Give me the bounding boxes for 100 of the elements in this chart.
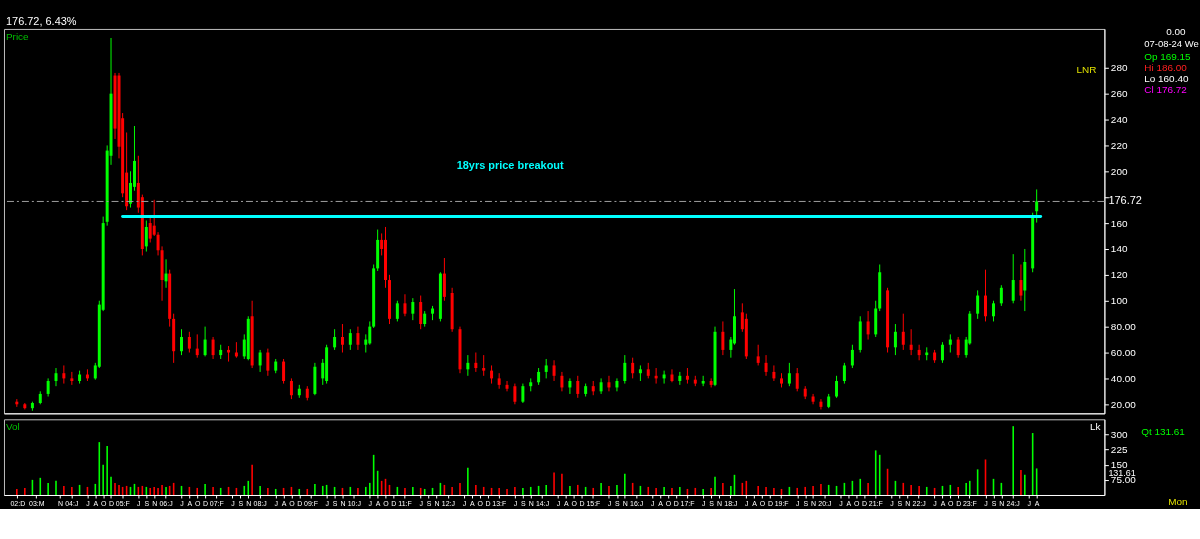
candlestick — [842, 362, 846, 385]
candlestick — [340, 323, 344, 354]
candlestick — [909, 328, 913, 356]
candlestick — [356, 326, 360, 351]
candlestick — [901, 313, 905, 351]
text: 07-08-24 We — [1144, 37, 1199, 49]
candlestick — [395, 300, 399, 322]
candlestick — [850, 344, 854, 369]
y-tick-label: 120 — [1110, 269, 1128, 281]
candlestick — [999, 284, 1003, 307]
candlestick — [560, 371, 564, 392]
candlestick — [348, 328, 352, 351]
candlestick — [956, 336, 960, 359]
candlestick — [893, 323, 897, 356]
candlestick — [544, 358, 548, 379]
y-tick-label: 160 — [1110, 217, 1128, 229]
candlestick — [258, 349, 262, 373]
candlestick — [599, 377, 603, 395]
candlestick — [442, 257, 446, 302]
candlestick — [835, 375, 839, 399]
candlestick — [490, 364, 494, 385]
candlestick — [615, 377, 619, 392]
candlestick — [482, 354, 486, 377]
text: Hi 186.00 — [1144, 61, 1188, 73]
candlestick — [948, 333, 952, 354]
text: Qt 131.61 — [1141, 426, 1186, 438]
text: 176.72, 6.43% — [5, 14, 77, 27]
candlestick — [289, 377, 293, 400]
candlestick — [164, 258, 168, 289]
y-tick-label: 225 — [1110, 444, 1128, 456]
candlestick — [148, 216, 152, 243]
text: Op 169.15 — [1144, 50, 1192, 62]
annotation: Price — [5, 30, 30, 42]
candlestick — [1011, 253, 1015, 304]
candlestick — [670, 368, 674, 383]
y-tick-label: 80.00 — [1110, 321, 1137, 333]
annotation: 18yrs price breakout — [456, 159, 565, 172]
candlestick — [211, 336, 215, 360]
candlestick — [1035, 188, 1039, 224]
text: 0.00 — [1166, 25, 1186, 37]
ref-line-label: 176.72 — [1108, 194, 1142, 207]
candlestick — [819, 398, 823, 410]
candlestick — [466, 354, 470, 377]
candlestick — [976, 289, 980, 320]
text: Mon — [1168, 495, 1188, 507]
candlestick — [266, 348, 270, 377]
candlestick — [992, 300, 995, 322]
text: Cl 176.72 — [1144, 83, 1188, 95]
candlestick — [631, 357, 635, 379]
y-tick-label: 220 — [1110, 139, 1128, 151]
annotation: Vol — [5, 421, 20, 433]
candlestick — [195, 333, 199, 359]
candlestick — [513, 383, 517, 405]
candlestick — [984, 269, 987, 322]
y-tick-label: 240 — [1110, 114, 1128, 126]
candlestick — [940, 341, 944, 364]
candlestick — [811, 393, 815, 405]
candlestick — [411, 297, 415, 321]
y-tick-label: 140 — [1110, 243, 1128, 255]
candlestick — [203, 326, 207, 357]
candlestick — [368, 320, 372, 346]
candlestick — [187, 331, 191, 354]
y-tick-label: 100 — [1110, 295, 1128, 307]
candlestick — [795, 367, 799, 392]
candlestick — [721, 320, 725, 356]
text: Lo 160.40 — [1144, 72, 1189, 84]
candlestick — [419, 295, 423, 330]
candlestick — [917, 344, 921, 361]
y-tick-label: 300 — [1110, 428, 1128, 440]
y-tick-label: 150 — [1110, 459, 1128, 471]
y-tick-label: 260 — [1110, 88, 1128, 100]
candlestick — [521, 383, 525, 404]
candlestick — [623, 354, 627, 385]
candlestick — [333, 328, 337, 351]
candlestick — [568, 377, 572, 395]
candlestick — [62, 364, 66, 385]
candlestick — [764, 354, 768, 377]
candlestick — [474, 352, 478, 373]
candlestick — [46, 377, 50, 398]
candlestick — [576, 375, 580, 399]
candlestick — [709, 377, 713, 388]
candlestick — [1019, 264, 1023, 302]
candlestick — [607, 375, 611, 392]
y-tick-label: 280 — [1110, 62, 1128, 74]
y-tick-label: 20.00 — [1110, 398, 1137, 410]
candlestick — [756, 344, 760, 366]
candlestick — [866, 310, 870, 341]
candlestick — [787, 362, 791, 387]
y-tick-label: 200 — [1110, 165, 1128, 177]
candlestick — [552, 359, 556, 382]
y-tick-label: 60.00 — [1110, 346, 1137, 358]
y-tick-label: 40.00 — [1110, 372, 1137, 384]
candlestick — [772, 364, 776, 382]
candlestick — [180, 328, 184, 356]
candlestick — [144, 219, 148, 253]
annotation: Lk — [1089, 421, 1101, 433]
candlestick — [282, 358, 286, 385]
annotation: LNR — [1076, 63, 1097, 75]
candlestick — [505, 380, 509, 392]
candlestick — [403, 293, 407, 317]
